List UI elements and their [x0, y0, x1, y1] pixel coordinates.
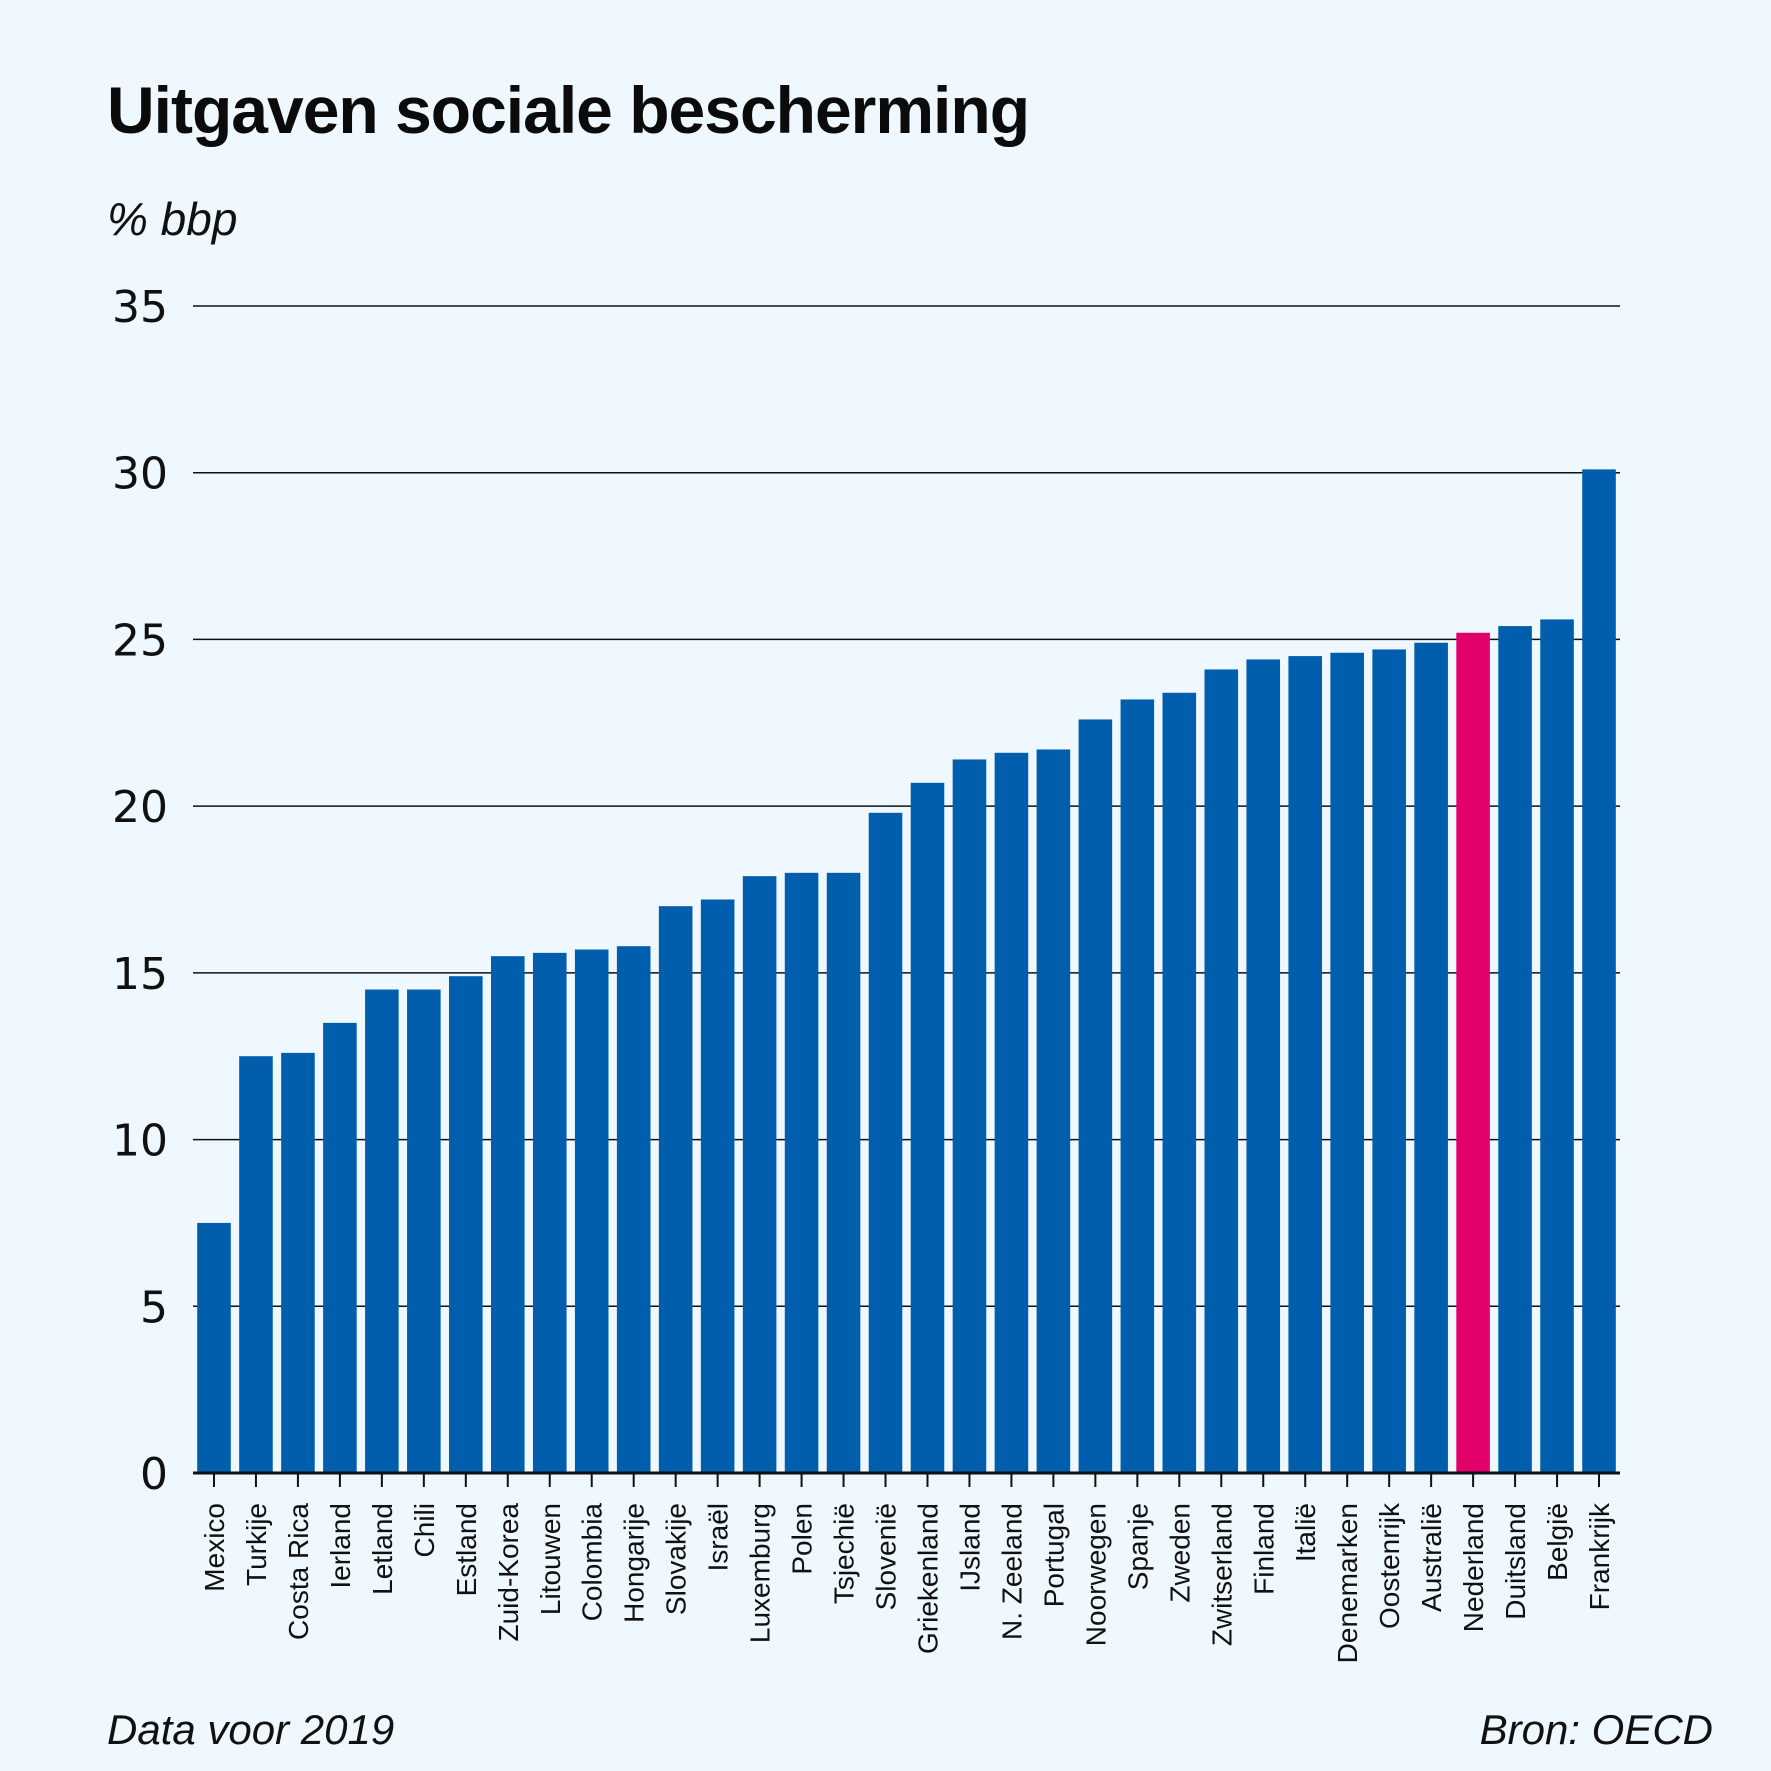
bar	[1246, 659, 1281, 1473]
bar	[1120, 699, 1155, 1473]
y-tick-label: 15	[112, 949, 168, 1000]
bar	[784, 872, 819, 1473]
bar	[281, 1052, 315, 1473]
bar	[197, 1222, 231, 1473]
bar	[239, 1056, 273, 1473]
chart-title: Uitgaven sociale bescherming	[107, 73, 1030, 147]
bar	[1288, 656, 1323, 1473]
bar	[1204, 669, 1239, 1473]
bar	[1078, 719, 1113, 1473]
bar	[1498, 626, 1532, 1473]
x-tick-label: Israël	[703, 1503, 734, 1571]
y-tick-label: 0	[140, 1449, 168, 1500]
bar	[826, 872, 861, 1473]
bar	[1036, 749, 1071, 1473]
x-tick-label: Oostenrijk	[1374, 1502, 1405, 1629]
x-tick-label: Finland	[1248, 1503, 1279, 1595]
x-tick-label: IJsland	[954, 1503, 985, 1592]
bar	[1414, 642, 1448, 1473]
bar	[490, 956, 525, 1473]
bar	[658, 906, 693, 1473]
x-tick-label: Letland	[367, 1503, 398, 1595]
bar	[1372, 649, 1406, 1473]
x-tick-label: Slovakije	[661, 1503, 692, 1615]
bar	[1330, 652, 1364, 1473]
x-tick-label: Noorwegen	[1080, 1503, 1111, 1646]
y-tick-label: 10	[112, 1116, 168, 1167]
y-tick-label: 35	[112, 282, 168, 333]
x-tick-label: Tsjechië	[829, 1503, 860, 1604]
x-tick-label: Australië	[1416, 1503, 1447, 1612]
x-tick-label: Slovenië	[871, 1503, 902, 1610]
bar	[1540, 619, 1574, 1473]
x-tick-label: Denemarken	[1332, 1503, 1363, 1663]
bar	[868, 812, 903, 1473]
x-tick-label: Spanje	[1122, 1503, 1153, 1590]
bar	[449, 976, 483, 1473]
bar	[532, 952, 567, 1473]
x-tick-label: Estland	[451, 1503, 482, 1596]
x-tick-label: Frankrijk	[1584, 1502, 1615, 1610]
source-label: Bron: OECD	[1479, 1706, 1713, 1753]
bar-highlight	[1456, 632, 1490, 1473]
bar	[323, 1022, 357, 1473]
bar	[1162, 692, 1197, 1473]
bar	[407, 989, 441, 1473]
bar	[616, 946, 651, 1473]
bar	[1582, 469, 1616, 1473]
bar	[910, 782, 945, 1473]
x-tick-label: Mexico	[199, 1503, 230, 1592]
y-axis-unit-label: % bbp	[107, 193, 238, 245]
x-tick-label: Portugal	[1038, 1503, 1069, 1607]
x-tick-label: Chili	[409, 1503, 440, 1557]
y-tick-label: 20	[112, 782, 168, 833]
x-tick-label: Turkije	[241, 1503, 272, 1586]
x-tick-label: Duitsland	[1500, 1503, 1531, 1620]
x-tick-label: Italië	[1290, 1503, 1321, 1562]
bar	[365, 989, 399, 1473]
bar	[952, 759, 987, 1473]
x-tick-label: Colombia	[577, 1503, 608, 1622]
bar	[994, 752, 1029, 1473]
bar	[700, 899, 735, 1473]
footnote: Data voor 2019	[107, 1706, 395, 1753]
x-tick-label: N. Zeeland	[996, 1503, 1027, 1640]
x-tick-label: Zweden	[1164, 1503, 1195, 1603]
x-tick-label: Ierland	[325, 1503, 356, 1589]
y-tick-label: 5	[140, 1282, 168, 1333]
x-tick-label: Polen	[787, 1503, 818, 1575]
x-tick-label: Costa Rica	[283, 1503, 314, 1640]
y-tick-label: 30	[112, 449, 168, 500]
x-tick-label: Griekenland	[912, 1503, 943, 1654]
x-tick-label: België	[1542, 1503, 1573, 1581]
x-tick-label: Zwitserland	[1206, 1503, 1237, 1646]
bar	[574, 949, 609, 1473]
x-tick-label: Zuid-Korea	[493, 1503, 524, 1642]
x-tick-label: Nederland	[1458, 1503, 1489, 1632]
x-tick-label: Litouwen	[535, 1503, 566, 1615]
y-tick-label: 25	[112, 615, 168, 666]
x-tick-label: Hongarije	[619, 1503, 650, 1623]
x-tick-label: Luxemburg	[745, 1503, 776, 1643]
bar	[742, 876, 777, 1473]
